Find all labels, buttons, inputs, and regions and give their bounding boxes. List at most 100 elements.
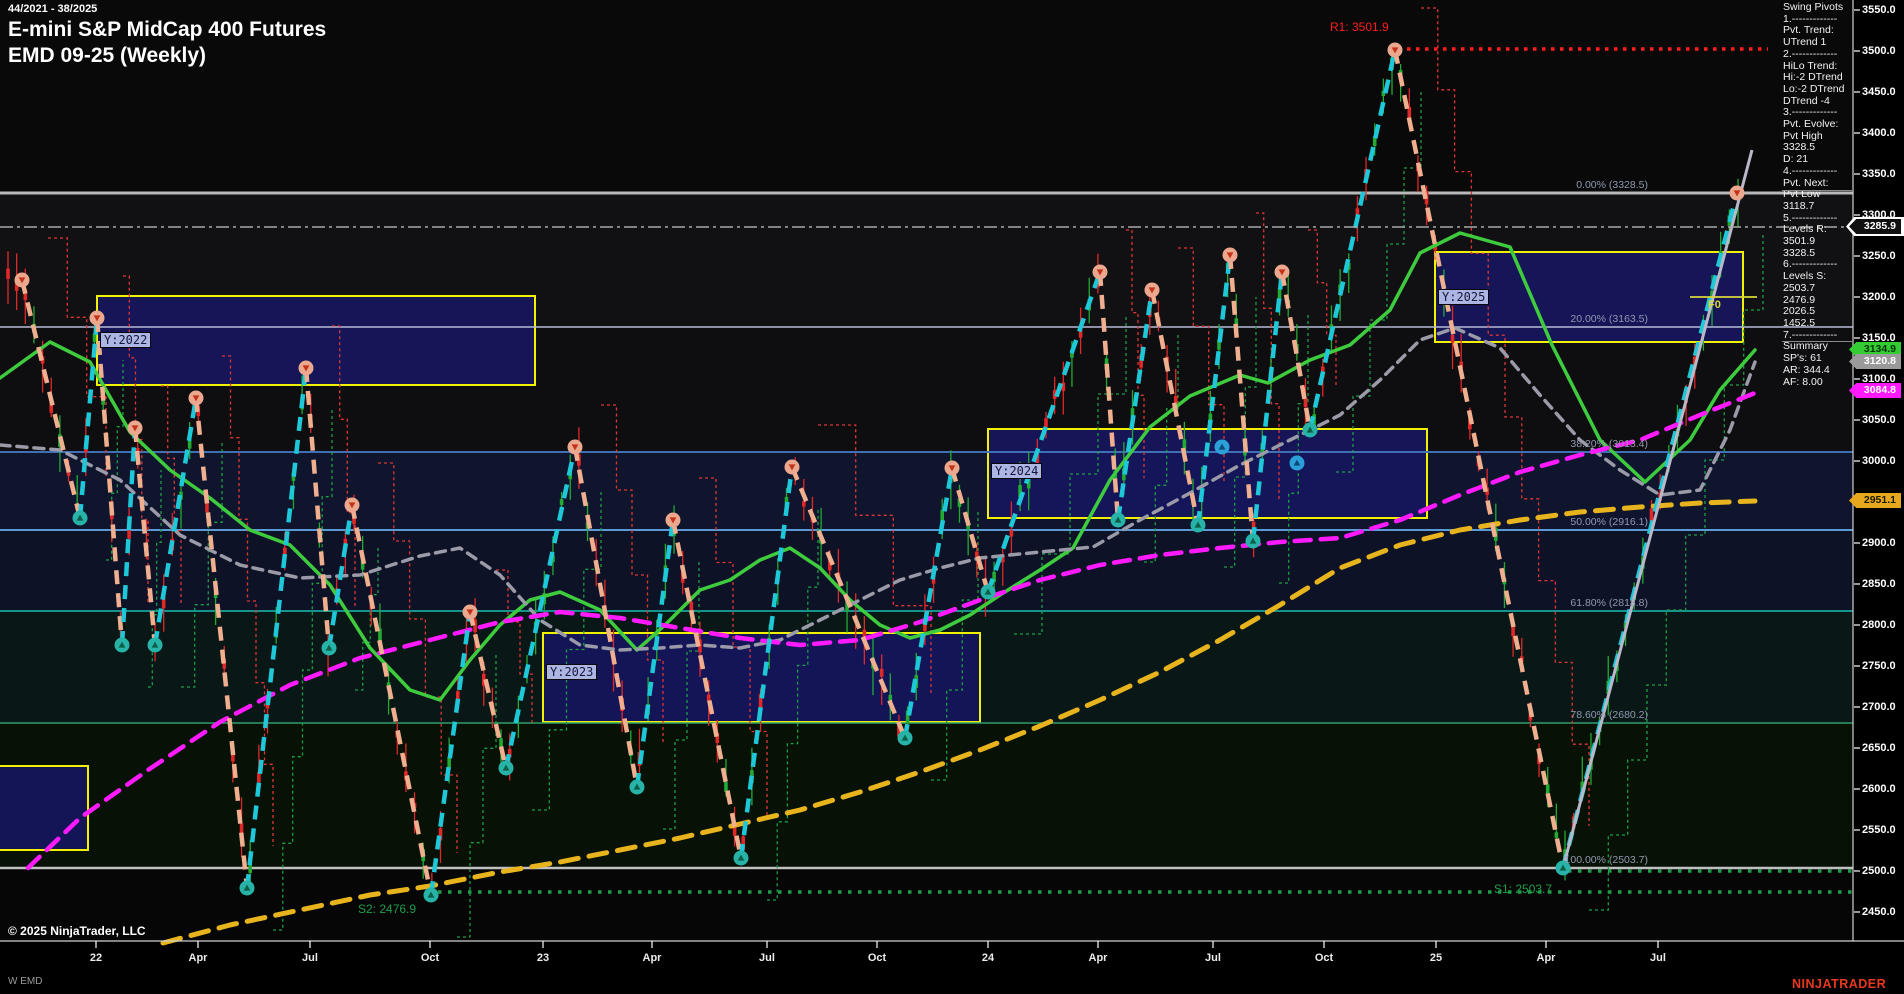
pivot-dot-glyph [1559, 864, 1567, 871]
pivot-dot-glyph [984, 588, 992, 595]
candle-body [715, 732, 720, 743]
pivot-dot-glyph [1148, 287, 1156, 294]
candle-body [456, 691, 460, 704]
zigzag-down-leg[interactable] [789, 466, 908, 739]
zigzag-down-leg[interactable] [303, 367, 332, 649]
zigzag-down-leg[interactable] [132, 427, 158, 646]
zigzag-up-leg[interactable] [326, 504, 355, 649]
zigzag-up-leg[interactable] [152, 397, 199, 646]
candle-body [473, 619, 477, 633]
candle-body [1052, 390, 1057, 399]
candle-body [438, 828, 443, 841]
candle-body [905, 710, 910, 724]
trailing-stop-steps-down [1126, 229, 1145, 478]
trailing-stop-steps-down [496, 569, 533, 726]
candle-body [187, 438, 192, 449]
candle-body [248, 863, 252, 873]
pivot-dot-glyph [1096, 269, 1104, 276]
trailing-stop-steps-up [1224, 297, 1257, 568]
candle-body [283, 547, 287, 557]
slowest-ma-line[interactable] [160, 498, 1758, 946]
candle-body [1018, 485, 1022, 498]
candle-body [827, 558, 832, 571]
zigzag-down-leg[interactable] [94, 317, 125, 646]
candle-body [1078, 326, 1083, 338]
candle-body [940, 509, 944, 522]
candle-body [23, 289, 28, 301]
zigzag-down-leg[interactable] [572, 446, 640, 788]
zigzag-up-leg[interactable] [428, 611, 473, 896]
zigzag-down-leg[interactable] [19, 279, 83, 519]
candle-body [1554, 832, 1559, 838]
slow-ma-line[interactable] [25, 390, 1758, 871]
zigzag-up-leg[interactable] [985, 271, 1103, 593]
zigzag-up-leg[interactable] [503, 446, 578, 769]
candle-body [1044, 418, 1048, 427]
candle-body [239, 823, 244, 835]
trailing-stop-steps-down [222, 355, 274, 846]
zigzag-down-leg[interactable] [1392, 49, 1566, 869]
zigzag-down-leg[interactable] [349, 504, 434, 896]
pivot-dot-glyph [1278, 269, 1286, 276]
price-zone-band [0, 868, 1853, 941]
pivot-dot-glyph [1226, 252, 1234, 259]
mid-ma-line[interactable] [0, 326, 1757, 652]
pivot-dot-glyph [1218, 443, 1226, 450]
trailing-stop-steps-up [1589, 235, 1764, 911]
candle-body [1208, 413, 1213, 423]
zigzag-down-leg[interactable] [467, 611, 509, 769]
pivot-dot-glyph [633, 783, 641, 790]
trailing-stop-steps-down [1421, 7, 1590, 826]
zigzag-up-leg[interactable] [738, 466, 795, 859]
candle-body [758, 693, 763, 708]
zigzag-up-leg[interactable] [1307, 49, 1398, 431]
candle-body [222, 659, 227, 669]
candle-body [897, 725, 901, 737]
zigzag-down-leg[interactable] [1097, 271, 1121, 521]
year-range-box[interactable] [987, 428, 1428, 519]
zigzag-up-leg[interactable] [1115, 289, 1155, 521]
zigzag-down-leg[interactable] [1227, 254, 1256, 542]
trailing-stop-steps-up [1279, 314, 1309, 584]
fast-ma-line[interactable] [0, 231, 1757, 702]
candle-body [1450, 334, 1455, 343]
candle-body [888, 694, 893, 705]
trend-line[interactable] [1561, 149, 1754, 869]
zigzag-down-leg[interactable] [1279, 271, 1313, 431]
pivot-dot-glyph [948, 465, 956, 472]
candle-body [507, 748, 512, 758]
pivot-dot-glyph [18, 277, 26, 284]
candle-body [1173, 396, 1178, 408]
zigzag-up-leg[interactable] [77, 317, 100, 519]
candle-body [231, 754, 235, 762]
zigzag-down-leg[interactable] [193, 397, 250, 889]
year-range-box[interactable] [96, 295, 536, 386]
zigzag-up-leg[interactable] [119, 427, 138, 646]
pivot-dot-glyph [348, 502, 356, 509]
zigzag-up-leg[interactable] [244, 367, 309, 889]
candle-body [689, 601, 694, 612]
candle-body [732, 827, 737, 836]
pivot-dot-glyph [669, 517, 677, 524]
candle-body [845, 600, 849, 612]
price-zone-band [0, 452, 1853, 530]
candle-body [1139, 354, 1143, 368]
candle-body [923, 622, 927, 632]
candle-body [291, 472, 296, 481]
price-zone-band [0, 723, 1853, 868]
trailing-stop-steps-up [273, 410, 333, 931]
zigzag-down-leg[interactable] [670, 519, 744, 859]
candle-body [1009, 530, 1014, 537]
trailing-stop-steps-down [818, 424, 932, 696]
candle-body [1251, 521, 1256, 532]
pivot-dot-glyph [151, 641, 159, 648]
zigzag-down-leg[interactable] [1149, 289, 1201, 526]
year-range-box[interactable] [0, 765, 89, 851]
candle-body [975, 551, 979, 557]
trailing-stop-steps-up [767, 509, 819, 901]
price-zone-band [0, 0, 1853, 193]
candle-body [378, 628, 382, 641]
candle-body [1035, 452, 1040, 466]
